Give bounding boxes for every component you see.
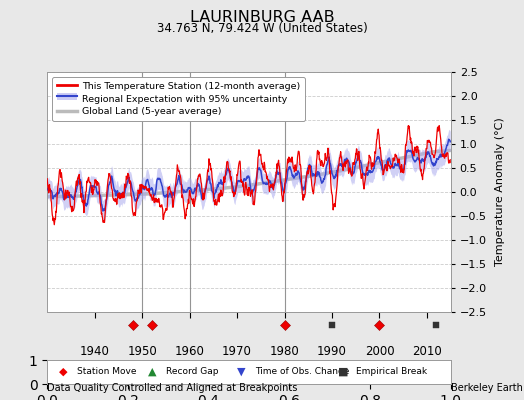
Text: 2010: 2010	[412, 345, 442, 358]
Text: 1980: 1980	[270, 345, 299, 358]
Text: 2000: 2000	[365, 345, 394, 358]
Text: Station Move: Station Move	[78, 368, 137, 376]
Text: 1970: 1970	[222, 345, 252, 358]
Text: ▼: ▼	[237, 367, 245, 377]
Text: 1950: 1950	[127, 345, 157, 358]
Text: Empirical Break: Empirical Break	[356, 368, 427, 376]
Text: Berkeley Earth: Berkeley Earth	[451, 383, 522, 393]
Text: LAURINBURG AAB: LAURINBURG AAB	[190, 10, 334, 25]
Text: ◆: ◆	[59, 367, 68, 377]
Text: Record Gap: Record Gap	[166, 368, 219, 376]
Text: ■: ■	[337, 367, 348, 377]
Text: Data Quality Controlled and Aligned at Breakpoints: Data Quality Controlled and Aligned at B…	[47, 383, 298, 393]
Text: 1990: 1990	[317, 345, 347, 358]
Text: 34.763 N, 79.424 W (United States): 34.763 N, 79.424 W (United States)	[157, 22, 367, 35]
Text: 1960: 1960	[174, 345, 204, 358]
Text: ▲: ▲	[148, 367, 157, 377]
Text: Time of Obs. Change: Time of Obs. Change	[255, 368, 350, 376]
Text: 1940: 1940	[80, 345, 110, 358]
Y-axis label: Temperature Anomaly (°C): Temperature Anomaly (°C)	[495, 118, 505, 266]
Legend: This Temperature Station (12-month average), Regional Expectation with 95% uncer: This Temperature Station (12-month avera…	[52, 77, 305, 121]
